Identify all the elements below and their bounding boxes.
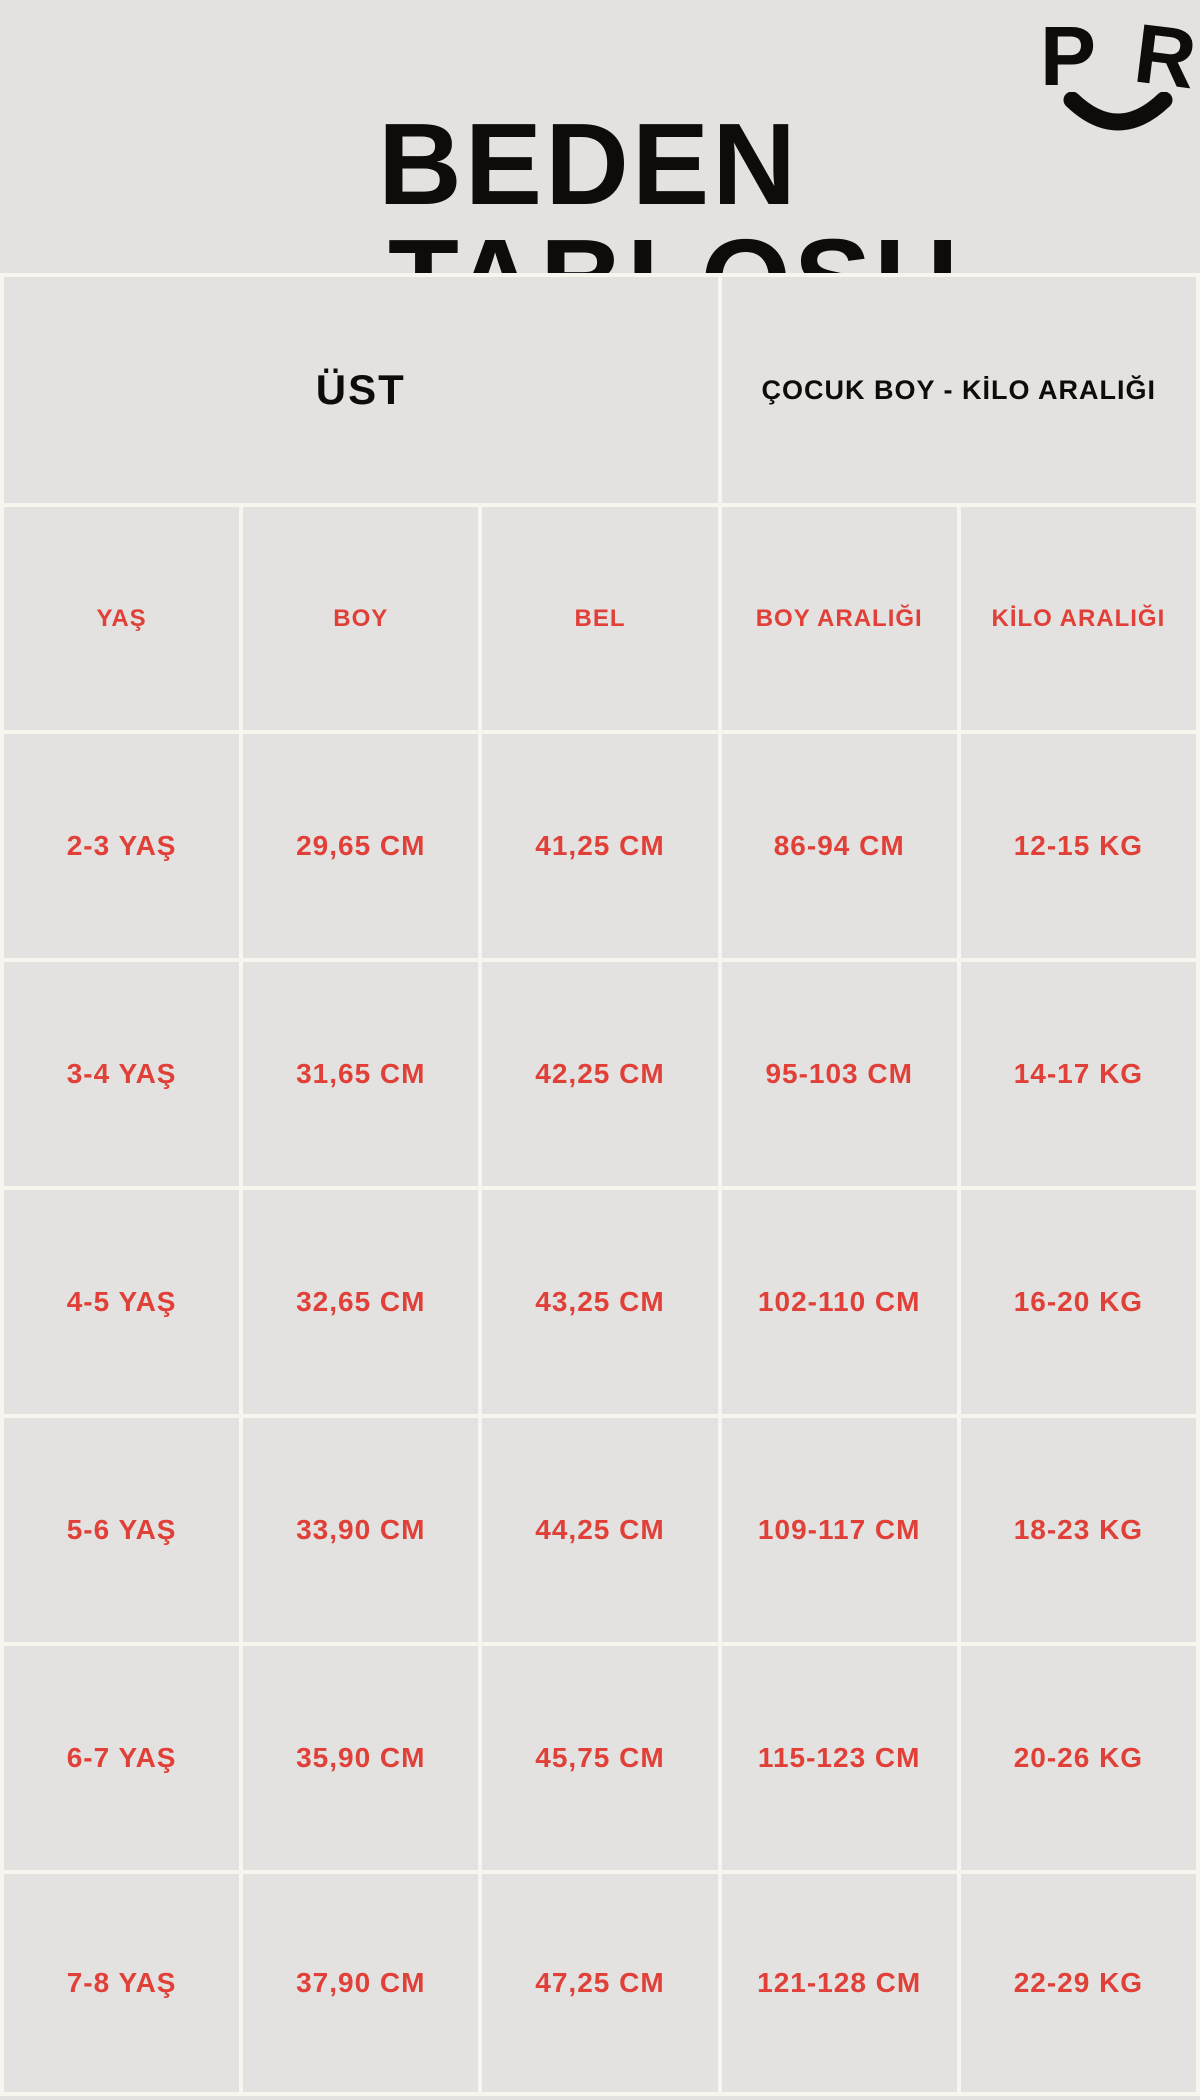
cell-value: 12-15 KG <box>1013 830 1144 861</box>
size-table: ÜST ÇOCUK BOY - KİLO ARALIĞI YAŞ BOY BEL… <box>0 273 1200 2096</box>
column-header-kilo-araligi: KİLO ARALIĞI <box>960 507 1196 730</box>
cell-value: 47,25 CM <box>535 1967 665 1998</box>
table-cell: 44,25 CM <box>482 1418 718 1642</box>
group-header-ust: ÜST <box>4 277 718 503</box>
logo-letter-r: R <box>1129 5 1200 107</box>
cell-value: 102-110 CM <box>757 1286 921 1317</box>
cell-value: 43,25 CM <box>535 1286 665 1317</box>
table-cell: 7-8 YAŞ <box>4 1874 240 2092</box>
cell-value: 16-20 KG <box>1013 1286 1144 1317</box>
column-header-bel: BEL <box>482 507 718 730</box>
table-cell: 2-3 YAŞ <box>4 734 240 958</box>
table-cell: 102-110 CM <box>721 1190 957 1414</box>
table-cell: 37,90 CM <box>243 1874 479 2092</box>
column-header-label: BOY ARALIĞI <box>755 604 923 632</box>
table-cell: 33,90 CM <box>243 1418 479 1642</box>
table-cell: 115-123 CM <box>721 1646 957 1870</box>
cell-value: 121-128 CM <box>757 1967 922 1998</box>
cell-value: 4-5 YAŞ <box>66 1286 177 1317</box>
table-cell: 43,25 CM <box>482 1190 718 1414</box>
column-header-label: KİLO ARALIĞI <box>991 604 1166 632</box>
table-cell: 32,65 CM <box>243 1190 479 1414</box>
cell-value: 22-29 KG <box>1013 1967 1144 1998</box>
brand-logo-letters: P R <box>1038 6 1200 107</box>
table-cell: 121-128 CM <box>721 1874 957 2092</box>
cell-value: 20-26 KG <box>1013 1742 1144 1773</box>
page-title-line1: BEDEN <box>378 98 800 229</box>
group-header-range: ÇOCUK BOY - KİLO ARALIĞI <box>721 277 1196 503</box>
header: BEDEN TABLOSU P R <box>0 0 1200 338</box>
group-header-ust-label: ÜST <box>315 366 406 413</box>
cell-value: 6-7 YAŞ <box>66 1742 177 1773</box>
table-cell: 29,65 CM <box>243 734 479 958</box>
cell-value: 86-94 CM <box>773 830 905 861</box>
column-header-label: BOY <box>333 604 389 632</box>
cell-value: 115-123 CM <box>757 1742 921 1773</box>
table-cell: 20-26 KG <box>960 1646 1196 1870</box>
cell-value: 37,90 CM <box>296 1967 426 1998</box>
smile-icon <box>1063 92 1173 131</box>
table-cell: 95-103 CM <box>721 962 957 1186</box>
table-cell: 42,25 CM <box>482 962 718 1186</box>
cell-value: 41,25 CM <box>535 830 665 861</box>
cell-value: 3-4 YAŞ <box>66 1058 177 1089</box>
cell-value: 29,65 CM <box>296 830 426 861</box>
cell-value: 95-103 CM <box>765 1058 913 1089</box>
cell-value: 5-6 YAŞ <box>66 1514 177 1545</box>
logo-letter-p: P <box>1039 9 1096 103</box>
cell-value: 109-117 CM <box>757 1514 921 1545</box>
table-cell: 6-7 YAŞ <box>4 1646 240 1870</box>
table-cell: 18-23 KG <box>960 1418 1196 1642</box>
table-cell: 45,75 CM <box>482 1646 718 1870</box>
cell-value: 33,90 CM <box>296 1514 426 1545</box>
table-cell: 12-15 KG <box>960 734 1196 958</box>
cell-value: 7-8 YAŞ <box>66 1967 177 1998</box>
column-header-yas: YAŞ <box>4 507 240 730</box>
cell-value: 44,25 CM <box>535 1514 665 1545</box>
table-cell: 22-29 KG <box>960 1874 1196 2092</box>
table-cell: 109-117 CM <box>721 1418 957 1642</box>
table-cell: 16-20 KG <box>960 1190 1196 1414</box>
group-header-range-label: ÇOCUK BOY - KİLO ARALIĞI <box>761 374 1157 405</box>
cell-value: 42,25 CM <box>535 1058 665 1089</box>
brand-logo: P R <box>1038 6 1200 144</box>
table-cell: 41,25 CM <box>482 734 718 958</box>
table-cell: 5-6 YAŞ <box>4 1418 240 1642</box>
column-header-boy: BOY <box>243 507 479 730</box>
column-header-label: YAŞ <box>96 604 147 632</box>
cell-value: 32,65 CM <box>296 1286 426 1317</box>
table-cell: 35,90 CM <box>243 1646 479 1870</box>
cell-value: 2-3 YAŞ <box>66 830 177 861</box>
table-cell: 4-5 YAŞ <box>4 1190 240 1414</box>
cell-value: 31,65 CM <box>296 1058 426 1089</box>
table-cell: 47,25 CM <box>482 1874 718 2092</box>
cell-value: 18-23 KG <box>1013 1514 1144 1545</box>
table-cell: 3-4 YAŞ <box>4 962 240 1186</box>
table-cell: 86-94 CM <box>721 734 957 958</box>
column-header-label: BEL <box>574 604 626 632</box>
table-cell: 14-17 KG <box>960 962 1196 1186</box>
column-header-boy-araligi: BOY ARALIĞI <box>721 507 957 730</box>
cell-value: 45,75 CM <box>535 1742 665 1773</box>
cell-value: 14-17 KG <box>1013 1058 1144 1089</box>
cell-value: 35,90 CM <box>296 1742 426 1773</box>
table-cell: 31,65 CM <box>243 962 479 1186</box>
